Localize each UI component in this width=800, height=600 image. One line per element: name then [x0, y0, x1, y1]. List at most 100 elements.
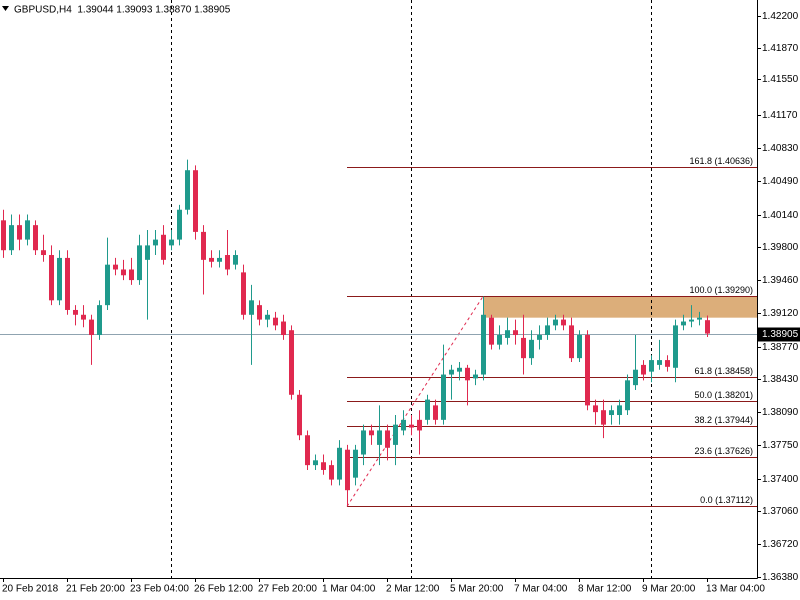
- chart-title: GBPUSD,H4 1.39044 1.39093 1.38870 1.3890…: [14, 5, 231, 16]
- y-tick-label: 1.38090: [762, 407, 799, 418]
- candle-body: [449, 369, 454, 375]
- candle-body: [393, 424, 398, 445]
- x-tick-label: 23 Feb 04:00: [130, 584, 189, 595]
- candle-body: [505, 330, 510, 338]
- candle-body: [593, 405, 598, 413]
- candle-body: [385, 430, 390, 448]
- candle-body: [41, 250, 46, 256]
- candle-body: [473, 374, 478, 379]
- candle-body: [625, 380, 630, 411]
- candle-body: [73, 309, 78, 315]
- candle-body: [569, 325, 574, 359]
- candle-body: [33, 225, 38, 251]
- candle-body: [57, 257, 62, 301]
- candle-body: [481, 314, 486, 375]
- candle-body: [457, 367, 462, 372]
- x-tick-label: 27 Feb 20:00: [258, 584, 317, 595]
- candle-body: [665, 360, 670, 367]
- candle-body: [513, 330, 518, 336]
- x-tick-label: 26 Feb 12:00: [194, 584, 253, 595]
- candle-body: [681, 321, 686, 326]
- candle-body: [193, 170, 198, 232]
- y-tick-label: 1.40830: [762, 143, 799, 154]
- fib-label: 61.8 (1.38458): [694, 366, 753, 376]
- candle-body: [377, 430, 382, 445]
- x-tick-label: 9 Mar 20:00: [642, 584, 696, 595]
- candle-body: [9, 225, 14, 251]
- candle-body: [273, 317, 278, 326]
- zone-layer: [483, 296, 757, 318]
- candle-body: [201, 231, 206, 260]
- candle-body: [553, 319, 558, 326]
- candle-body: [601, 410, 606, 425]
- menu-triangle[interactable]: [2, 6, 9, 11]
- x-tick-label: 13 Mar 04:00: [706, 584, 765, 595]
- y-tick-label: 1.39120: [762, 308, 799, 319]
- y-tick-label: 1.41550: [762, 74, 799, 85]
- candle-body: [329, 465, 334, 480]
- candle-body: [705, 320, 710, 334]
- candle-body: [185, 170, 190, 210]
- current-price-tag: [758, 327, 800, 342]
- candle-body: [417, 419, 422, 431]
- candle-body: [121, 269, 126, 276]
- x-tick-label: 20 Feb 2018: [2, 584, 59, 595]
- candle-body: [161, 234, 166, 260]
- candle-body: [537, 335, 542, 340]
- candle-body: [281, 321, 286, 336]
- candle-body: [305, 435, 310, 466]
- x-tick-label: 5 Mar 20:00: [450, 584, 504, 595]
- y-tick-label: 1.36720: [762, 539, 799, 550]
- fib-label: 161.8 (1.40636): [689, 156, 753, 166]
- candle-body: [49, 255, 54, 301]
- y-tick-label: 1.41170: [762, 110, 798, 121]
- candle-body: [345, 449, 350, 491]
- candle-body: [585, 335, 590, 406]
- candle-body: [177, 209, 182, 240]
- fib-label: 23.6 (1.37626): [694, 446, 753, 456]
- candle-body: [65, 257, 70, 310]
- candle-body: [313, 460, 318, 466]
- y-tick-label: 1.38770: [762, 342, 799, 353]
- candle-body: [673, 325, 678, 368]
- candle-body: [337, 447, 342, 480]
- candle-body: [129, 269, 134, 281]
- fib-label: 50.0 (1.38201): [694, 390, 753, 400]
- candle-body: [609, 410, 614, 416]
- y-tick-label: 1.37750: [762, 440, 799, 451]
- y-tick-label: 1.37060: [762, 506, 799, 517]
- candle-body: [657, 360, 662, 365]
- x-tick-label: 7 Mar 04:00: [514, 584, 568, 595]
- candle-body: [249, 300, 254, 315]
- candle-body: [689, 319, 694, 322]
- candle-body: [145, 245, 150, 260]
- x-tick-label: 21 Feb 20:00: [66, 584, 125, 595]
- y-tick-label: 1.36380: [762, 572, 799, 583]
- candle-body: [465, 367, 470, 381]
- fib-zone: [483, 296, 757, 318]
- candle-body: [529, 339, 534, 359]
- candle-body: [25, 220, 30, 240]
- y-tick-label: 1.38430: [762, 374, 799, 385]
- candle-body: [441, 374, 446, 420]
- y-tick-label: 1.40490: [762, 176, 799, 187]
- candle-body: [105, 264, 110, 306]
- candle-body: [361, 430, 366, 455]
- candle-body: [433, 405, 438, 420]
- candle-body: [577, 335, 582, 359]
- y-tick-label: 1.39800: [762, 242, 799, 253]
- y-tick-label: 1.39460: [762, 275, 799, 286]
- candle-body: [137, 245, 142, 281]
- candle-body: [409, 424, 414, 428]
- y-tick-label: 1.37400: [762, 474, 799, 485]
- current-price-label: 1.38905: [762, 329, 799, 340]
- candle-body: [289, 330, 294, 395]
- candle-body: [561, 319, 566, 326]
- candle-body: [489, 317, 494, 345]
- candle-body: [617, 405, 622, 416]
- candle-body: [425, 399, 430, 420]
- candle-body: [633, 369, 638, 386]
- fib-label: 0.0 (1.37112): [700, 495, 753, 505]
- candle-body: [353, 449, 358, 478]
- candle-body: [241, 272, 246, 315]
